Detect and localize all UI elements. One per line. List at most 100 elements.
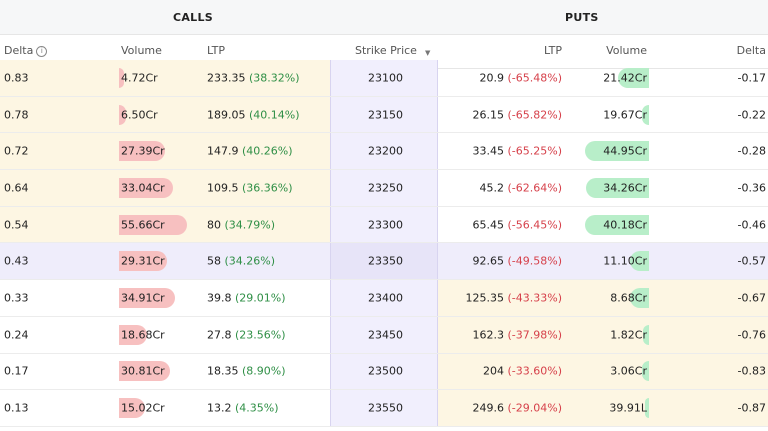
put-volume-bar — [630, 287, 649, 308]
strike-price: 23250 — [368, 181, 403, 195]
strike-price: 23550 — [368, 401, 403, 415]
strike-cell: 23100 — [330, 60, 438, 96]
call-ltp-group[interactable]: 13.2 (4.35%) — [207, 402, 279, 415]
call-change: (8.90%) — [242, 364, 286, 378]
call-volume-header[interactable]: Volume — [121, 44, 162, 57]
put-ltp: 92.65 — [472, 254, 505, 268]
call-ltp-group[interactable]: 147.9 (40.26%) — [207, 145, 293, 158]
table-row[interactable]: 0.64 33.04Cr 109.5 (36.36%) 23250 45.2 (… — [0, 170, 768, 207]
put-volume: 11.10Cr — [603, 254, 647, 268]
put-ltp-group[interactable]: 45.2 (-62.64%) — [480, 181, 563, 194]
strike-cell: 23500 — [330, 353, 438, 390]
call-delta-header[interactable]: Delta i — [4, 44, 48, 57]
call-ltp-group[interactable]: 58 (34.26%) — [207, 255, 275, 268]
put-volume-bar — [585, 214, 649, 235]
puts-cell-group: 204 (-33.60%) 3.06Cr -0.83 — [438, 353, 768, 390]
put-ltp-group[interactable]: 26.15 (-65.82%) — [473, 108, 563, 121]
call-volume: 6.50Cr — [121, 108, 158, 122]
puts-cell-group: 65.45 (-56.45%) 40.18Cr -0.46 — [438, 207, 768, 243]
call-volume: 27.39Cr — [121, 144, 165, 158]
table-row[interactable]: 0.33 34.91Cr 39.8 (29.01%) 23400 125.35 … — [0, 280, 768, 317]
call-ltp-group[interactable]: 80 (34.79%) — [207, 218, 275, 231]
put-volume-header[interactable]: Volume — [606, 44, 647, 57]
put-ltp-group[interactable]: 162.3 (-37.98%) — [473, 328, 563, 341]
put-ltp-group[interactable]: 20.9 (-65.48%) — [480, 71, 563, 84]
call-change: (34.26%) — [224, 254, 276, 268]
put-ltp-group[interactable]: 65.45 (-56.45%) — [473, 218, 563, 231]
put-volume: 44.95Cr — [603, 144, 647, 158]
call-ltp-group[interactable]: 109.5 (36.36%) — [207, 181, 293, 194]
strike-cell: 23200 — [330, 133, 438, 170]
put-delta: -0.76 — [737, 328, 766, 342]
call-volume-bar — [119, 104, 126, 125]
put-volume: 3.06Cr — [610, 364, 647, 378]
puts-title: PUTS — [565, 11, 599, 24]
call-delta: 0.54 — [4, 218, 29, 232]
call-volume-bar — [119, 398, 145, 419]
put-delta-header[interactable]: Delta — [736, 44, 766, 57]
call-change: (40.26%) — [242, 144, 293, 158]
table-row[interactable]: 0.54 55.66Cr 80 (34.79%) 23300 65.45 (-5… — [0, 206, 768, 244]
call-ltp-group[interactable]: 233.35 (38.32%) — [207, 71, 300, 84]
call-ltp-group[interactable]: 189.05 (40.14%) — [207, 108, 300, 121]
calls-cell-group: 0.78 6.50Cr 189.05 (40.14%) — [0, 96, 330, 133]
put-ltp-group[interactable]: 249.6 (-29.04%) — [473, 402, 563, 415]
puts-cell-group: 162.3 (-37.98%) 1.82Cr -0.76 — [438, 316, 768, 353]
table-row[interactable]: 0.83 4.72Cr 233.35 (38.32%) 23100 20.9 (… — [0, 60, 768, 97]
call-delta: 0.72 — [4, 144, 29, 158]
call-change: (40.14%) — [249, 108, 300, 122]
call-ltp-group[interactable]: 27.8 (23.56%) — [207, 328, 286, 341]
put-delta: -0.83 — [737, 364, 766, 378]
table-row[interactable]: 0.17 30.81Cr 18.35 (8.90%) 23500 204 (-3… — [0, 353, 768, 391]
table-row[interactable]: 0.24 18.68Cr 27.8 (23.56%) 23450 162.3 (… — [0, 316, 768, 354]
call-ltp-header[interactable]: LTP — [207, 44, 225, 57]
put-volume: 39.91L — [609, 401, 647, 415]
put-ltp-group[interactable]: 204 (-33.60%) — [483, 365, 562, 378]
calls-cell-group: 0.83 4.72Cr 233.35 (38.32%) — [0, 60, 330, 96]
table-row[interactable]: 0.43 29.31Cr 58 (34.26%) 23350 92.65 (-4… — [0, 243, 768, 281]
calls-title: CALLS — [173, 11, 214, 24]
table-row[interactable]: 0.78 6.50Cr 189.05 (40.14%) 23150 26.15 … — [0, 96, 768, 134]
call-ltp: 147.9 — [207, 144, 239, 158]
call-change: (23.56%) — [235, 328, 286, 342]
strike-price-header[interactable]: Strike Price ▼ — [355, 44, 430, 57]
table-row[interactable]: 0.13 15.02Cr 13.2 (4.35%) 23550 249.6 (-… — [0, 390, 768, 427]
put-volume: 21.42Cr — [603, 71, 647, 85]
strike-price: 23200 — [368, 144, 403, 158]
calls-cell-group: 0.72 27.39Cr 147.9 (40.26%) — [0, 133, 330, 170]
info-icon[interactable]: i — [36, 46, 48, 57]
call-ltp-group[interactable]: 18.35 (8.90%) — [207, 365, 286, 378]
call-volume: 15.02Cr — [121, 401, 165, 415]
call-ltp: 13.2 — [207, 401, 232, 415]
call-ltp: 80 — [207, 218, 221, 232]
call-delta: 0.78 — [4, 108, 29, 122]
put-volume-bar — [645, 398, 649, 419]
call-change: (29.01%) — [235, 291, 286, 305]
strike-price: 23100 — [368, 71, 403, 85]
put-volume-bar — [643, 324, 649, 345]
strike-cell: 23550 — [330, 390, 438, 426]
strike-cell: 23400 — [330, 280, 438, 316]
put-ltp: 249.6 — [472, 401, 505, 415]
call-delta: 0.13 — [4, 401, 29, 415]
put-ltp-group[interactable]: 33.45 (-65.25%) — [473, 145, 563, 158]
put-ltp-group[interactable]: 92.65 (-49.58%) — [473, 255, 563, 268]
put-ltp: 65.45 — [472, 218, 505, 232]
call-ltp-group[interactable]: 39.8 (29.01%) — [207, 291, 286, 304]
put-change: (-65.82%) — [507, 108, 563, 122]
sort-icon[interactable]: ▼ — [424, 49, 431, 57]
table-row[interactable]: 0.72 27.39Cr 147.9 (40.26%) 23200 33.45 … — [0, 133, 768, 171]
strike-price: 23450 — [368, 328, 403, 342]
call-volume: 4.72Cr — [121, 71, 158, 85]
put-volume-bar — [630, 251, 649, 272]
put-volume: 1.82Cr — [610, 328, 647, 342]
puts-cell-group: 26.15 (-65.82%) 19.67Cr -0.22 — [438, 97, 768, 133]
put-volume: 8.68Cr — [610, 291, 647, 305]
put-ltp-header[interactable]: LTP — [544, 44, 562, 57]
put-change: (-33.60%) — [507, 364, 563, 378]
call-volume-bar — [119, 214, 187, 235]
call-delta-header-label: Delta — [4, 44, 34, 57]
put-change: (-62.64%) — [507, 181, 563, 195]
puts-cell-group: 20.9 (-65.48%) 21.42Cr -0.17 — [438, 60, 768, 96]
put-ltp-group[interactable]: 125.35 (-43.33%) — [466, 291, 563, 304]
